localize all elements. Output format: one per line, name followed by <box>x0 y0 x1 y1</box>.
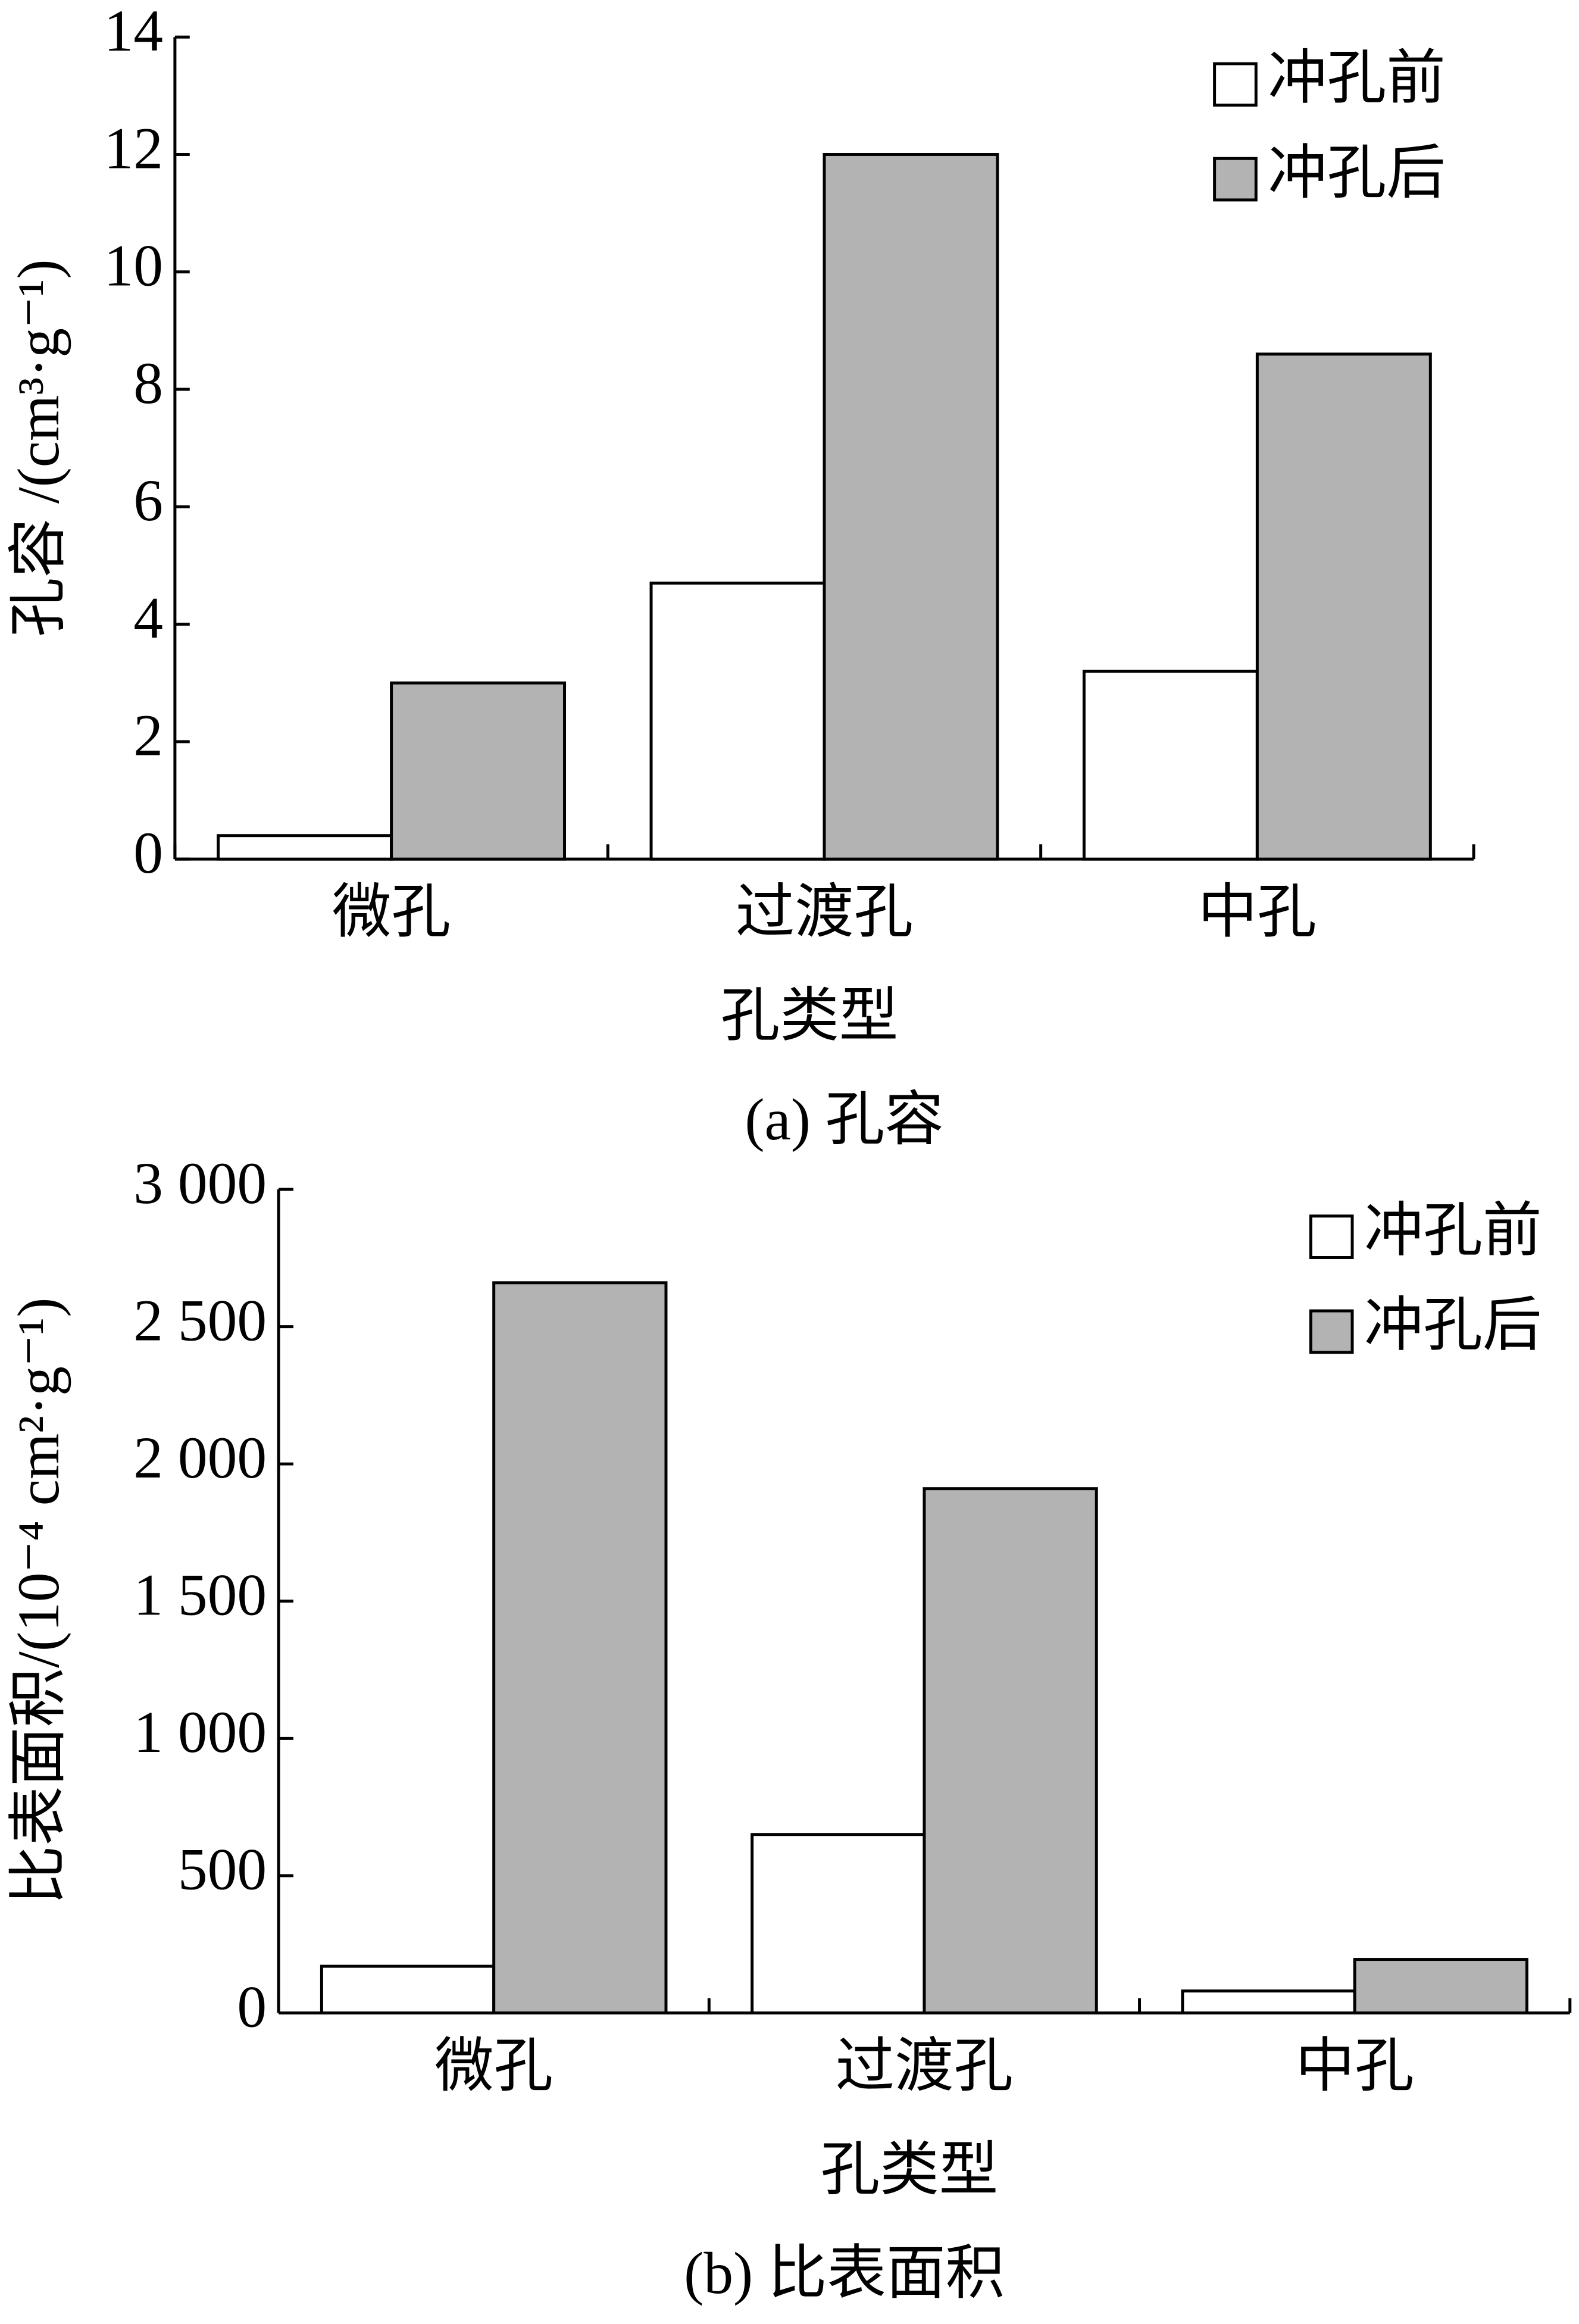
bar <box>217 834 393 861</box>
bar <box>923 1487 1098 2014</box>
y-tick-label: 2 <box>133 702 163 769</box>
y-tick-label: 0 <box>237 1973 267 2039</box>
x-tick-label: 过渡孔 <box>736 879 914 945</box>
y-tick-label: 3 000 <box>133 1150 267 1216</box>
y-tick-label: 2 000 <box>133 1425 267 1491</box>
bar <box>320 1964 496 2014</box>
bar <box>1353 1958 1528 2014</box>
x-axis-title: 孔类型 <box>721 983 899 1049</box>
legend-label: 冲孔后 <box>1268 140 1446 206</box>
y-tick-label: 500 <box>178 1836 267 1903</box>
legend-swatch <box>1213 157 1258 202</box>
y-axis-title: 比表面积/(10⁻⁴ cm²·g⁻¹) <box>5 1298 71 1905</box>
y-tick-label: 0 <box>133 820 163 886</box>
legend-swatch <box>1309 1309 1354 1354</box>
x-tick-label: 微孔 <box>332 879 451 945</box>
bar <box>1255 352 1432 861</box>
legend-label: 冲孔前 <box>1268 45 1446 111</box>
x-tick-label: 中孔 <box>1198 879 1317 945</box>
x-tick-label: 中孔 <box>1296 2033 1414 2099</box>
y-tick-label: 6 <box>133 467 163 533</box>
y-tick-label: 14 <box>104 0 163 64</box>
bar <box>390 681 567 861</box>
bar <box>1082 670 1259 861</box>
legend-label: 冲孔前 <box>1364 1197 1542 1263</box>
x-tick-label: 过渡孔 <box>836 2033 1014 2099</box>
y-tick-label: 10 <box>104 233 163 299</box>
y-tick-label: 1 000 <box>133 1699 267 1765</box>
bar <box>1181 1989 1356 2014</box>
y-tick-label: 8 <box>133 350 163 416</box>
x-axis-title: 孔类型 <box>821 2136 999 2203</box>
caption: (a) 孔容 <box>745 1086 943 1152</box>
bar <box>649 582 826 861</box>
y-tick-label: 4 <box>133 585 163 651</box>
y-axis-title: 孔容 /(cm³·g⁻¹) <box>5 259 71 637</box>
y-tick-label: 12 <box>104 115 163 181</box>
x-tick-label: 微孔 <box>434 2033 553 2099</box>
bar <box>492 1281 668 2014</box>
bar <box>823 152 999 861</box>
caption: (b) 比表面积 <box>684 2240 1005 2306</box>
legend-swatch <box>1213 62 1258 107</box>
y-tick-label: 2 500 <box>133 1287 267 1353</box>
bar <box>751 1833 926 2014</box>
legend-label: 冲孔后 <box>1364 1292 1542 1358</box>
y-tick-label: 1 500 <box>133 1562 267 1628</box>
legend-swatch <box>1309 1214 1354 1259</box>
